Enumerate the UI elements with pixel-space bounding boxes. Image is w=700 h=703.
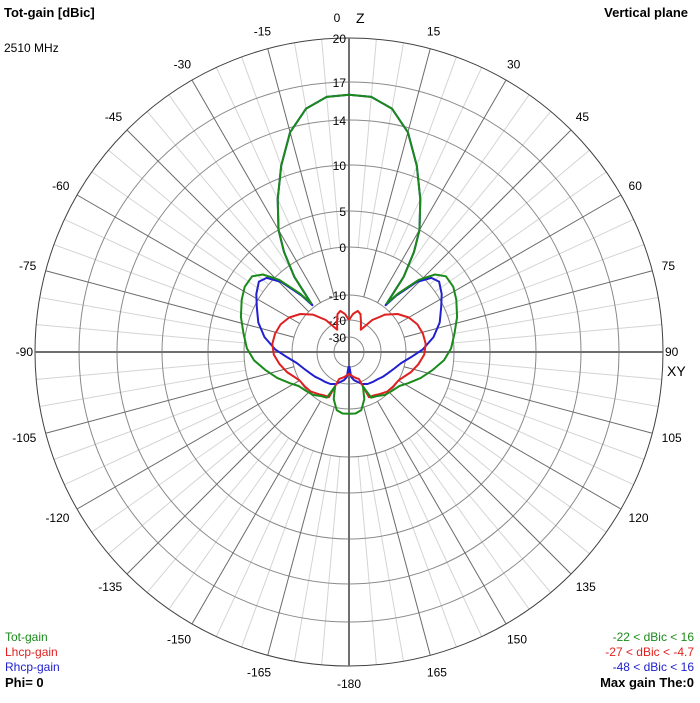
gain-curves (239, 93, 459, 415)
legend-lhcp-gain: Lhcp-gain (5, 645, 58, 659)
legend-right: -22 < dBic < 16 -27 < dBic < -4.7 -48 < … (600, 630, 694, 690)
range-tot-gain: -22 < dBic < 16 (612, 630, 694, 644)
range-lhcp-gain: -27 < dBic < -4.7 (605, 645, 694, 659)
svg-text:-15: -15 (254, 24, 272, 38)
svg-text:-135: -135 (98, 580, 122, 594)
svg-text:14: 14 (333, 114, 347, 128)
z-axis-label: Z (356, 10, 365, 26)
svg-text:-30: -30 (174, 57, 192, 71)
svg-text:-30: -30 (329, 331, 347, 345)
svg-text:90: 90 (665, 345, 679, 359)
svg-text:15: 15 (427, 24, 441, 38)
svg-text:-120: -120 (45, 511, 69, 525)
svg-text:-90: -90 (16, 345, 34, 359)
svg-text:75: 75 (662, 259, 676, 273)
svg-text:-60: -60 (52, 179, 70, 193)
svg-text:0: 0 (334, 11, 341, 25)
svg-text:17: 17 (333, 76, 347, 90)
svg-text:-180: -180 (337, 677, 361, 691)
angle-labels: 0153045607590105120135150165-180-165-150… (12, 11, 682, 691)
legend-left: Tot-gain Lhcp-gain Rhcp-gain Phi= 0 (5, 630, 60, 690)
svg-text:-105: -105 (12, 431, 36, 445)
svg-text:-75: -75 (19, 259, 37, 273)
max-gain-label: Max gain The:0 (600, 675, 694, 690)
plane-label: Vertical plane (604, 5, 688, 20)
legend-rhcp-gain: Rhcp-gain (5, 660, 60, 674)
svg-text:5: 5 (339, 205, 346, 219)
phi-label: Phi= 0 (5, 675, 44, 690)
range-rhcp-gain: -48 < dBic < 16 (612, 660, 694, 674)
svg-text:60: 60 (629, 179, 643, 193)
svg-text:-165: -165 (247, 666, 271, 680)
svg-text:135: 135 (576, 580, 596, 594)
svg-text:0: 0 (339, 241, 346, 255)
xy-axis-label: XY (667, 363, 686, 379)
svg-text:20: 20 (333, 32, 347, 46)
frequency-label: 2510 MHz (4, 41, 59, 55)
svg-text:30: 30 (507, 57, 521, 71)
chart-title: Tot-gain [dBic] (4, 5, 95, 20)
svg-text:150: 150 (507, 633, 527, 647)
major-spokes (45, 48, 653, 656)
svg-text:10: 10 (333, 159, 347, 173)
svg-text:105: 105 (662, 431, 682, 445)
legend-tot-gain: Tot-gain (5, 630, 48, 644)
svg-text:-45: -45 (105, 110, 123, 124)
svg-text:45: 45 (576, 110, 590, 124)
main-axes (35, 38, 663, 666)
svg-text:-150: -150 (167, 633, 191, 647)
svg-text:-10: -10 (329, 289, 347, 303)
svg-text:120: 120 (629, 511, 649, 525)
svg-text:165: 165 (427, 666, 447, 680)
minor-spokes (36, 39, 662, 665)
